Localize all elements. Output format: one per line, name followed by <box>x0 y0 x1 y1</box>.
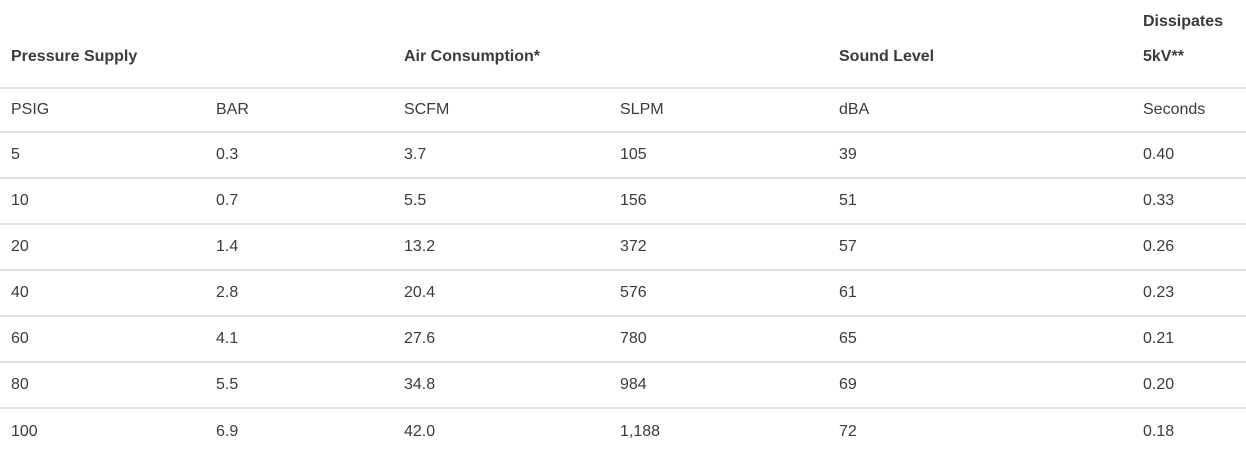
cell-psig: 60 <box>0 316 205 363</box>
cell-psig: 10 <box>0 178 205 225</box>
table-row: 10 0.7 5.5 156 51 0.33 <box>0 178 1246 225</box>
column-header-slpm: SLPM <box>609 88 828 133</box>
column-header-dba: dBA <box>828 88 1132 133</box>
cell-slpm: 156 <box>609 178 828 225</box>
cell-scfm: 20.4 <box>393 270 609 317</box>
cell-scfm: 34.8 <box>393 362 609 409</box>
table-body: 5 0.3 3.7 105 39 0.40 10 0.7 5.5 156 51 … <box>0 132 1246 452</box>
cell-dba: 39 <box>828 132 1132 179</box>
cell-slpm: 984 <box>609 362 828 409</box>
cell-dba: 61 <box>828 270 1132 317</box>
cell-slpm: 576 <box>609 270 828 317</box>
cell-seconds: 0.21 <box>1132 316 1246 363</box>
column-header-seconds: Seconds <box>1132 88 1246 133</box>
table-row: 20 1.4 13.2 372 57 0.26 <box>0 224 1246 271</box>
cell-scfm: 3.7 <box>393 132 609 179</box>
cell-psig: 80 <box>0 362 205 409</box>
cell-scfm: 27.6 <box>393 316 609 363</box>
cell-bar: 2.8 <box>205 270 393 317</box>
cell-bar: 4.1 <box>205 316 393 363</box>
cell-dba: 57 <box>828 224 1132 271</box>
column-header-scfm: SCFM <box>393 88 609 133</box>
cell-seconds: 0.26 <box>1132 224 1246 271</box>
cell-seconds: 0.33 <box>1132 178 1246 225</box>
cell-scfm: 42.0 <box>404 422 436 440</box>
cell-seconds: 0.20 <box>1132 362 1246 409</box>
cell-bar: 5.5 <box>205 362 393 409</box>
cell-psig: 20 <box>0 224 205 271</box>
cell-bar: 1.4 <box>205 224 393 271</box>
cell-bar: 6.9 <box>216 422 239 440</box>
cell-seconds: 0.18 <box>1143 422 1175 440</box>
column-header-row: PSIG BAR SCFM SLPM dBA Seconds <box>0 88 1246 133</box>
table-row: 100 6.9 42.0 1,188 72 0.18 <box>0 408 1246 452</box>
cell-dba: 72 <box>839 422 857 440</box>
group-header-pressure-supply: Pressure Supply <box>0 0 393 89</box>
cell-dba: 65 <box>828 316 1132 363</box>
cell-scfm: 5.5 <box>393 178 609 225</box>
cell-bar: 0.3 <box>205 132 393 179</box>
cell-slpm: 372 <box>609 224 828 271</box>
cell-seconds: 0.40 <box>1132 132 1246 179</box>
cell-bar: 0.7 <box>205 178 393 225</box>
table-row: 40 2.8 20.4 576 61 0.23 <box>0 270 1246 317</box>
cell-scfm: 13.2 <box>393 224 609 271</box>
column-header-bar: BAR <box>205 88 393 133</box>
group-header-sound-level: Sound Level <box>828 0 1132 89</box>
table-row: 60 4.1 27.6 780 65 0.21 <box>0 316 1246 363</box>
cell-dba: 69 <box>828 362 1132 409</box>
cell-seconds: 0.23 <box>1132 270 1246 317</box>
column-header-psig: PSIG <box>0 88 205 133</box>
cell-psig: 100 <box>11 422 38 440</box>
cell-dba: 51 <box>828 178 1132 225</box>
table-row: 80 5.5 34.8 984 69 0.20 <box>0 362 1246 409</box>
group-header-row: Pressure Supply Air Consumption* Sound L… <box>0 0 1246 89</box>
table-row: 5 0.3 3.7 105 39 0.40 <box>0 132 1246 179</box>
cell-psig: 40 <box>0 270 205 317</box>
cell-slpm: 1,188 <box>620 422 661 440</box>
cell-slpm: 780 <box>609 316 828 363</box>
cell-psig: 5 <box>0 132 205 179</box>
table-header: Pressure Supply Air Consumption* Sound L… <box>0 0 1246 133</box>
group-header-air-consumption: Air Consumption* <box>393 0 828 89</box>
cell-slpm: 105 <box>609 132 828 179</box>
group-header-dissipates-5kv: Dissipates 5kV** <box>1132 0 1246 89</box>
